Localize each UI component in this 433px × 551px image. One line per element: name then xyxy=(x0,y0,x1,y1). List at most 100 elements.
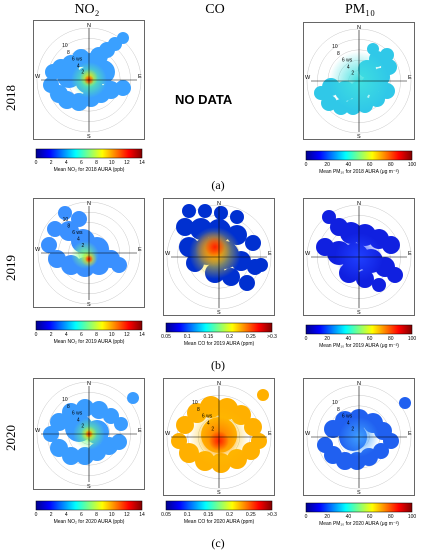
colorbar-tick: 40 xyxy=(345,336,352,342)
row-label-2019: 2019 xyxy=(3,255,18,281)
concentration-cell xyxy=(76,399,94,417)
colorbar-caption: Mean NO₂ for 2018 AURA (ppb) xyxy=(53,167,125,173)
polar-plot-svg: N S W E xyxy=(163,198,275,316)
direction-label-s: S xyxy=(87,302,91,308)
ring-label: 4 xyxy=(207,420,210,426)
colorbar-tick: 12 xyxy=(124,512,130,518)
direction-label-s: S xyxy=(87,134,91,140)
colorbar-tick: 4 xyxy=(64,332,68,338)
colorbar xyxy=(305,150,413,161)
concentration-cell xyxy=(380,48,394,62)
range-ring xyxy=(166,204,272,310)
direction-label-s: S xyxy=(217,490,221,496)
direction-label-e: E xyxy=(408,251,412,257)
polar-plot-no2-2020: N S W E 10 8 6 ws 4 2 0 2 4 6 8 10 12 14 Mean NO₂ for 202… xyxy=(33,378,145,528)
concentration-cell xyxy=(176,416,194,434)
direction-label-w: W xyxy=(35,428,41,434)
ring-label: 2 xyxy=(81,424,84,430)
concentration-cell xyxy=(257,389,269,401)
colorbar-tick: 0.05 xyxy=(161,512,171,518)
colorbar-caption: Mean PM₁₀ for 2018 AURA (μg m⁻³) xyxy=(319,169,399,175)
colorbar-tick: 10 xyxy=(108,332,115,338)
column-header-pm10: PM₁₀ xyxy=(345,2,375,17)
colorbar-tick: 12 xyxy=(124,332,130,338)
colorbar-tick: 60 xyxy=(366,336,373,342)
direction-label-s: S xyxy=(357,134,361,140)
subfigure-label-c: (c) xyxy=(211,536,225,550)
direction-label-w: W xyxy=(35,74,41,80)
ring-label: 6 ws xyxy=(342,414,353,420)
ring-label: 2 xyxy=(81,243,84,249)
colorbar xyxy=(165,322,273,333)
colorbar-tick: 4 xyxy=(64,160,68,166)
colorbar-tick: >0.3 xyxy=(267,334,277,340)
concentration-cell xyxy=(117,32,129,44)
colorbar-tick: 0 xyxy=(34,160,38,166)
direction-label-w: W xyxy=(165,251,171,257)
concentration-cell xyxy=(71,211,87,227)
colorbar-tick: 0 xyxy=(304,162,308,168)
ring-label: 10 xyxy=(332,400,338,406)
colorbar-tick: 2 xyxy=(49,332,53,338)
colorbar-tick: 0.05 xyxy=(161,334,171,340)
colorbar-tick: 8 xyxy=(95,160,98,166)
colorbar-tick: 0.25 xyxy=(245,512,256,518)
colorbar-caption: Mean NO₂ for 2019 AURA (ppb) xyxy=(53,339,125,345)
polar-plot-co-2020: N S W E 10 8 6 ws 4 2 0.05 0.1 0.15 0.2 0.25 >0.3 Mean … xyxy=(161,378,277,528)
ring-label: 10 xyxy=(62,397,68,403)
ring-label: 8 xyxy=(197,407,200,413)
colorbar-tick: 0 xyxy=(34,512,38,518)
range-ring xyxy=(306,384,412,490)
ring-label: 8 xyxy=(67,50,70,56)
concentration-cell xyxy=(254,258,268,272)
concentration-cell xyxy=(322,210,336,224)
direction-label-n: N xyxy=(357,381,361,387)
colorbar-tick: 6 xyxy=(80,332,83,338)
colorbar xyxy=(165,500,273,511)
colorbar xyxy=(35,148,143,159)
concentration-cell xyxy=(198,204,212,218)
colorbar-tick: 0 xyxy=(34,332,38,338)
colorbar-caption: Mean NO₂ for 2020 AURA (ppb) xyxy=(53,519,125,525)
polar-plot-no2-2018: N S W E 10 8 6 ws 4 2 0 2 4 6 8 10 12 14 Mean NO₂ for 201… xyxy=(33,20,145,176)
colorbar-tick: 6 xyxy=(80,160,83,166)
concentration-cell xyxy=(58,206,72,220)
polar-plot-pm10-2018: N S W E 10 8 6 ws 4 2 0 20 40 60 80 100 Mean PM₁₀ for 2… xyxy=(303,22,416,178)
ring-label: 8 xyxy=(337,51,340,57)
ring-label: 6 ws xyxy=(342,58,353,64)
concentration-cell xyxy=(382,236,400,254)
ring-label: 6 ws xyxy=(72,411,83,417)
range-ring xyxy=(37,201,141,305)
direction-label-e: E xyxy=(408,431,412,437)
colorbar-tick: 0.1 xyxy=(183,334,191,340)
ring-label: 2 xyxy=(81,70,84,76)
colorbar-tick: 6 xyxy=(80,512,83,518)
concentration-cell xyxy=(41,237,57,253)
direction-label-e: E xyxy=(268,431,272,437)
concentration-cell xyxy=(114,417,128,431)
colorbar-tick: 10 xyxy=(108,512,115,518)
concentration-cell xyxy=(383,433,399,449)
colorbar-tick: 4 xyxy=(64,512,68,518)
subfigure-label-a: (a) xyxy=(211,178,225,192)
concentration-cell xyxy=(367,43,379,55)
colorbar-tick: 0 xyxy=(304,336,308,342)
concentration-cell xyxy=(50,413,68,431)
polar-plot-svg: N S W E xyxy=(303,198,415,316)
range-ring xyxy=(166,384,272,490)
direction-label-s: S xyxy=(357,490,361,496)
ring-label: 4 xyxy=(347,64,350,70)
row-label-2020: 2020 xyxy=(3,425,18,451)
colorbar-tick: 20 xyxy=(324,336,330,342)
colorbar-tick: 100 xyxy=(407,514,417,520)
concentration-cell xyxy=(111,257,127,273)
colorbar xyxy=(35,500,143,511)
direction-label-n: N xyxy=(357,25,361,31)
colorbar-tick: 60 xyxy=(366,514,373,520)
ring-label: 10 xyxy=(332,44,338,50)
colorbar-tick: 0.1 xyxy=(183,512,191,518)
ring-label: 10 xyxy=(192,400,198,406)
direction-label-s: S xyxy=(357,310,361,316)
